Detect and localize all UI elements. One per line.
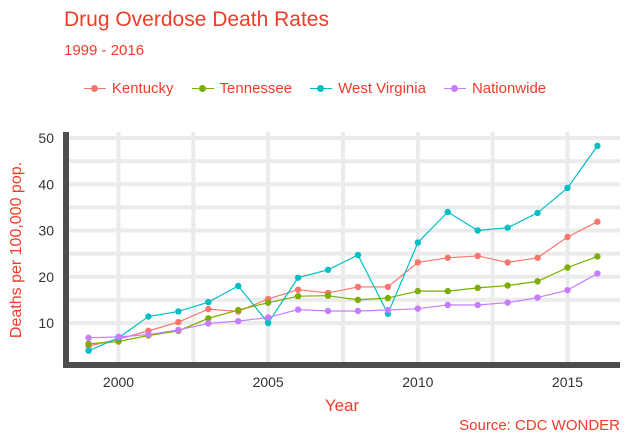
data-point-nationwide (354, 307, 362, 315)
data-point-kentucky (414, 259, 422, 266)
data-point-west-virginia (354, 251, 362, 259)
y-tick-label: 30 (38, 223, 54, 239)
data-point-nationwide (115, 333, 122, 341)
legend: Kentucky Tennessee West Virginia Nationw… (0, 80, 630, 97)
data-point-tennessee (85, 340, 92, 348)
data-point-west-virginia (235, 282, 242, 290)
legend-key-west-virginia (310, 83, 333, 95)
legend-key-tennessee (191, 83, 214, 95)
data-point-west-virginia (175, 308, 182, 315)
data-point-kentucky (384, 283, 392, 291)
legend-label-kentucky: Kentucky (111, 80, 174, 97)
data-point-nationwide (145, 331, 152, 338)
data-point-west-virginia (205, 298, 212, 306)
chart-title: Drug Overdose Death Rates (64, 8, 329, 31)
x-tick-label: 2010 (402, 374, 433, 390)
data-point-nationwide (85, 334, 92, 341)
series-line-nationwide (88, 272, 598, 339)
data-point-nationwide (564, 286, 571, 294)
data-point-kentucky (444, 254, 451, 261)
data-point-tennessee (414, 287, 422, 295)
data-point-nationwide (474, 301, 481, 309)
legend-key-kentucky (83, 83, 106, 95)
legend-label-west-virginia: West Virginia (338, 80, 426, 97)
data-point-nationwide (205, 320, 212, 327)
legend-item-nationwide: Nationwide (443, 80, 547, 97)
legend-key-nationwide (443, 83, 466, 95)
series-line-west-virginia (88, 145, 598, 352)
source-caption: Source: CDC WONDER (459, 417, 620, 434)
data-point-tennessee (294, 292, 302, 300)
data-point-kentucky (504, 259, 511, 266)
y-tick-label: 20 (38, 269, 54, 285)
data-point-west-virginia (294, 274, 302, 281)
data-point-tennessee (235, 306, 242, 314)
legend-item-kentucky: Kentucky (83, 80, 174, 97)
data-point-west-virginia (324, 266, 332, 274)
y-axis-title: Deaths per 100,000 pop. (8, 162, 25, 338)
data-point-tennessee (324, 292, 332, 299)
data-point-west-virginia (504, 224, 511, 231)
data-point-nationwide (294, 306, 302, 313)
data-point-west-virginia (534, 209, 541, 217)
legend-label-nationwide: Nationwide (471, 80, 547, 97)
data-point-west-virginia (264, 319, 272, 327)
data-point-kentucky (474, 252, 481, 260)
data-point-tennessee (594, 253, 601, 260)
data-point-nationwide (384, 306, 392, 314)
data-point-nationwide (175, 326, 182, 334)
data-point-kentucky (534, 254, 541, 261)
data-point-west-virginia (564, 184, 571, 192)
data-point-nationwide (324, 307, 332, 315)
series-line-kentucky (88, 221, 598, 347)
legend-item-west-virginia: West Virginia (310, 80, 426, 97)
data-point-tennessee (354, 296, 362, 304)
data-point-kentucky (564, 233, 571, 241)
data-point-west-virginia (85, 347, 92, 354)
data-point-nationwide (534, 294, 541, 301)
data-point-kentucky (354, 283, 362, 291)
data-point-kentucky (175, 318, 182, 326)
data-point-tennessee (444, 287, 451, 295)
series-line-tennessee (88, 255, 598, 345)
data-point-west-virginia (145, 313, 152, 320)
data-point-west-virginia (594, 142, 601, 150)
legend-item-tennessee: Tennessee (191, 80, 293, 97)
data-point-nationwide (264, 314, 272, 321)
data-point-tennessee (205, 315, 212, 322)
y-tick-label: 10 (38, 315, 54, 331)
data-point-tennessee (564, 264, 571, 271)
x-axis-title: Year (325, 396, 360, 415)
data-point-nationwide (504, 299, 511, 306)
data-point-tennessee (264, 299, 272, 306)
data-point-nationwide (414, 305, 422, 312)
data-point-kentucky (205, 305, 212, 313)
legend-label-tennessee: Tennessee (219, 80, 293, 97)
data-point-nationwide (235, 317, 242, 325)
data-point-west-virginia (474, 227, 481, 234)
y-tick-label: 50 (38, 130, 54, 146)
x-tick-label: 2005 (253, 374, 284, 390)
data-point-nationwide (594, 270, 601, 277)
data-point-tennessee (534, 278, 541, 285)
data-point-nationwide (444, 301, 451, 309)
chart-subtitle: 1999 - 2016 (64, 42, 145, 59)
data-point-tennessee (384, 294, 392, 302)
data-point-tennessee (474, 284, 481, 292)
y-tick-label: 40 (38, 176, 54, 192)
x-tick-label: 2000 (103, 374, 134, 390)
data-point-kentucky (294, 286, 302, 293)
data-point-west-virginia (444, 208, 451, 216)
data-point-tennessee (504, 282, 511, 289)
data-point-west-virginia (414, 239, 422, 246)
x-tick-label: 2015 (552, 374, 583, 390)
data-point-kentucky (594, 218, 601, 225)
